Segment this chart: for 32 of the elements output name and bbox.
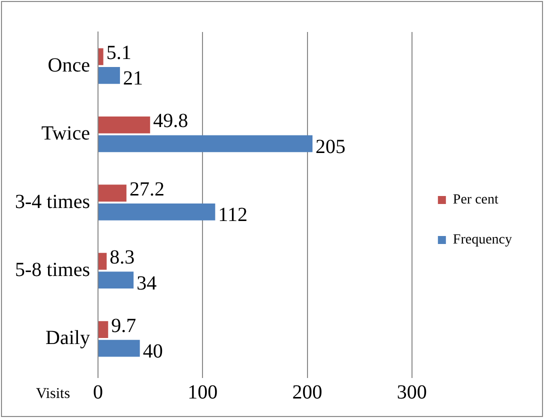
y-tick-label: Daily	[46, 327, 90, 350]
bar	[98, 184, 126, 202]
x-tick-label: 0	[92, 381, 103, 404]
data-label: 21	[122, 68, 143, 90]
data-label: 5.1	[106, 42, 132, 64]
y-tick-label: Once	[48, 54, 90, 76]
data-label: 9.7	[111, 314, 136, 337]
bar	[98, 48, 104, 66]
data-label: 49.8	[153, 110, 188, 132]
y-tick-label: Twice	[41, 122, 90, 145]
bar	[98, 252, 107, 270]
y-axis-title: Visits	[36, 386, 70, 402]
y-tick-label: 5-8 times	[14, 258, 90, 281]
bar	[98, 340, 140, 357]
x-tick-label: 100	[188, 381, 218, 404]
bar	[98, 321, 108, 338]
bar	[98, 116, 150, 134]
x-tick-label: 300	[396, 381, 427, 404]
bar	[98, 67, 120, 84]
data-label: 112	[218, 204, 248, 226]
data-label: 205	[316, 136, 346, 158]
bar	[98, 135, 312, 152]
legend-label: Frequency	[452, 232, 512, 248]
y-tick-label: 3-4 times	[14, 190, 90, 213]
data-label: 8.3	[110, 246, 135, 269]
data-label: 40	[142, 340, 163, 363]
bar	[98, 203, 216, 220]
bar	[98, 272, 134, 289]
legend-label: Per cent	[452, 192, 498, 208]
data-label: 27.2	[129, 178, 164, 200]
x-tick-label: 200	[292, 381, 322, 404]
data-label: 34	[136, 272, 157, 294]
